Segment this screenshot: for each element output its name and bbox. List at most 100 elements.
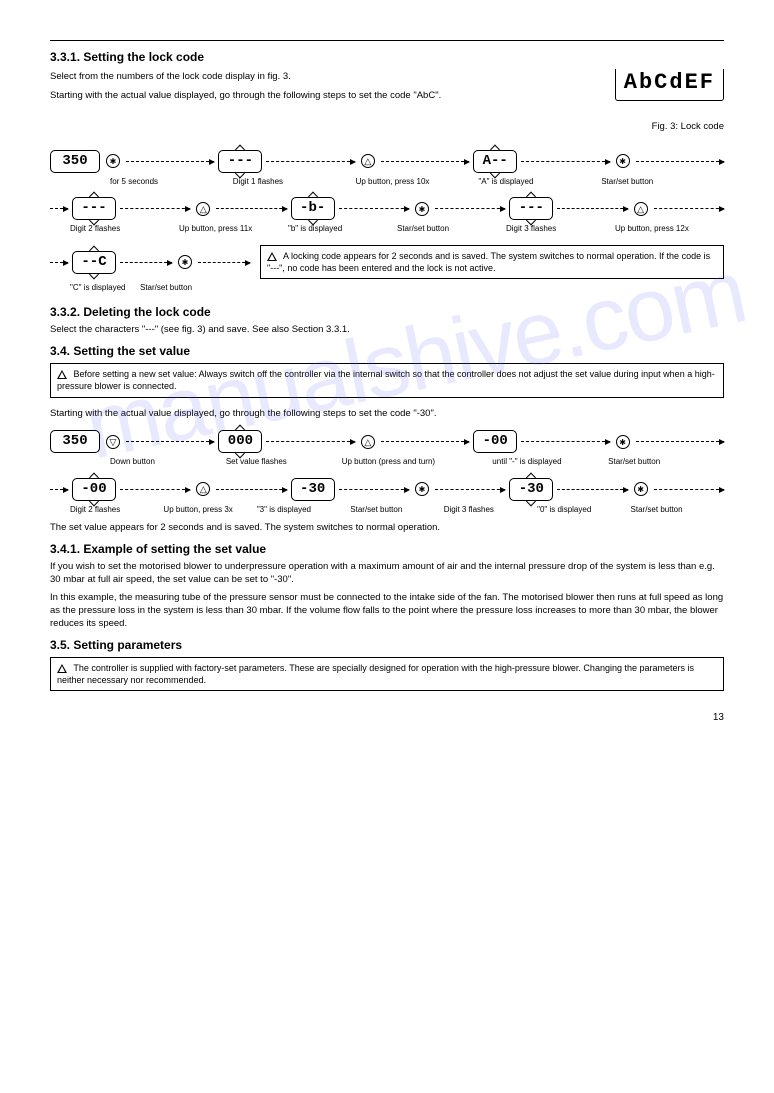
arrow bbox=[435, 208, 505, 209]
arrow bbox=[216, 208, 286, 209]
page-number: 13 bbox=[50, 711, 724, 725]
arrow bbox=[381, 161, 469, 162]
step-label: Digit 2 flashes bbox=[70, 505, 163, 516]
arrow bbox=[557, 489, 627, 490]
text-34-end: The set value appears for 2 seconds and … bbox=[50, 522, 724, 535]
set-button-icon bbox=[634, 482, 648, 496]
text-341-p1: If you wish to set the motorised blower … bbox=[50, 561, 724, 587]
arrow bbox=[50, 208, 68, 209]
warning-icon bbox=[57, 370, 67, 379]
step-label: Star/set button bbox=[631, 505, 724, 516]
set-button-icon bbox=[415, 482, 429, 496]
step-label: Down button bbox=[110, 457, 226, 468]
step-label: Digit 3 flashes bbox=[444, 505, 537, 516]
set-button-icon bbox=[616, 435, 630, 449]
warning-text-34: Before setting a new set value: Always s… bbox=[57, 369, 715, 391]
set-button-icon bbox=[106, 154, 120, 168]
step-label: "A" is displayed bbox=[478, 177, 601, 188]
arrow bbox=[557, 208, 627, 209]
step-label: Up button, press 10x bbox=[356, 177, 479, 188]
arrow bbox=[50, 262, 68, 263]
display-A: A‑‑ bbox=[473, 150, 517, 173]
step-label: Up button, press 11x bbox=[179, 224, 288, 235]
arrow bbox=[120, 489, 190, 490]
step-label: Up button, press 12x bbox=[615, 224, 724, 235]
step-label: Star/set button bbox=[140, 283, 220, 294]
display-350: 350 bbox=[50, 150, 100, 173]
up-button-icon bbox=[196, 482, 210, 496]
up-button-icon bbox=[361, 154, 375, 168]
step-label: Digit 1 flashes bbox=[233, 177, 356, 188]
heading-35: 3.5. Setting parameters bbox=[50, 637, 724, 653]
heading-331: 3.3.1. Setting the lock code bbox=[50, 49, 724, 65]
step-label: Star/set button bbox=[601, 177, 724, 188]
step-label: for 5 seconds bbox=[110, 177, 233, 188]
arrow bbox=[216, 489, 286, 490]
arrow bbox=[339, 489, 409, 490]
display-C: ‑‑C bbox=[72, 251, 116, 274]
arrow bbox=[266, 441, 354, 442]
heading-332: 3.3.2. Deleting the lock code bbox=[50, 304, 724, 320]
set-button-icon bbox=[616, 154, 630, 168]
arrow bbox=[266, 161, 354, 162]
arrow bbox=[339, 208, 409, 209]
arrow bbox=[126, 161, 214, 162]
step-label: Digit 2 flashes bbox=[70, 224, 179, 235]
step-label: "0" is displayed bbox=[537, 505, 630, 516]
text-34-intro: Starting with the actual value displayed… bbox=[50, 408, 724, 421]
down-button-icon bbox=[106, 435, 120, 449]
up-button-icon bbox=[634, 202, 648, 216]
arrow bbox=[198, 262, 250, 263]
display-b: ‑b‑ bbox=[291, 197, 335, 220]
step-label: Star/set button bbox=[350, 505, 443, 516]
arrow bbox=[636, 441, 724, 442]
up-button-icon bbox=[196, 202, 210, 216]
arrow bbox=[120, 208, 190, 209]
arrow bbox=[521, 441, 609, 442]
step-label: Set value flashes bbox=[226, 457, 342, 468]
fig3-label: Fig. 3: Lock code bbox=[50, 121, 724, 134]
arrow bbox=[435, 489, 505, 490]
warning-text-35: The controller is supplied with factory-… bbox=[57, 663, 694, 685]
step-label: Star/set button bbox=[608, 457, 724, 468]
display-blank3: ‑‑‑ bbox=[509, 197, 553, 220]
lock-code-chars-display: AbCdEF bbox=[615, 69, 724, 101]
arrow bbox=[654, 208, 724, 209]
arrow bbox=[126, 441, 214, 442]
arrow bbox=[654, 489, 724, 490]
arrow bbox=[50, 489, 68, 490]
warning-text-331: A locking code appears for 2 seconds and… bbox=[267, 251, 710, 273]
set-button-icon bbox=[178, 255, 192, 269]
warning-box-35: The controller is supplied with factory-… bbox=[50, 657, 724, 691]
text-332: Select the characters "---" (see fig. 3)… bbox=[50, 324, 724, 337]
display-350b: 350 bbox=[50, 430, 100, 453]
arrow bbox=[120, 262, 172, 263]
display-neg00: ‑00 bbox=[473, 430, 517, 453]
display-neg30b: ‑30 bbox=[509, 478, 553, 501]
warning-box-331: A locking code appears for 2 seconds and… bbox=[260, 245, 724, 279]
display-neg30: ‑30 bbox=[291, 478, 335, 501]
display-neg0m: ‑00 bbox=[72, 478, 116, 501]
warning-box-34: Before setting a new set value: Always s… bbox=[50, 363, 724, 397]
up-button-icon bbox=[361, 435, 375, 449]
heading-34: 3.4. Setting the set value bbox=[50, 343, 724, 359]
step-label: Up button (press and turn) bbox=[342, 457, 493, 468]
display-blank2: ‑‑‑ bbox=[72, 197, 116, 220]
step-label: "3" is displayed bbox=[257, 505, 350, 516]
step-label: Digit 3 flashes bbox=[506, 224, 615, 235]
step-label: Star/set button bbox=[397, 224, 506, 235]
arrow bbox=[636, 161, 724, 162]
set-button-icon bbox=[415, 202, 429, 216]
display-000: 000 bbox=[218, 430, 262, 453]
step-label: "C" is displayed bbox=[70, 283, 140, 294]
step-label: "b" is displayed bbox=[288, 224, 397, 235]
warning-icon bbox=[57, 664, 67, 673]
display-blank-flash: ‑‑‑ bbox=[218, 150, 262, 173]
step-label: until "-" is displayed bbox=[492, 457, 608, 468]
arrow bbox=[521, 161, 609, 162]
arrow bbox=[381, 441, 469, 442]
heading-341: 3.4.1. Example of setting the set value bbox=[50, 541, 724, 557]
step-label: Up button, press 3x bbox=[163, 505, 256, 516]
text-341-p2: In this example, the measuring tube of t… bbox=[50, 592, 724, 630]
warning-icon bbox=[267, 252, 277, 261]
